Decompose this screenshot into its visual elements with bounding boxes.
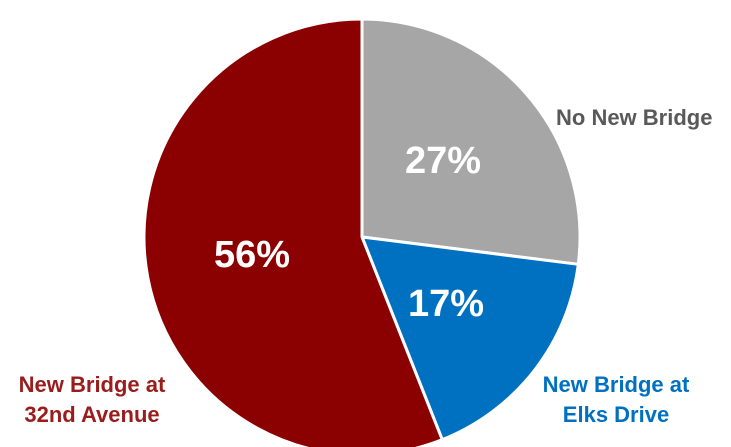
value-label-no-new-bridge: 27% <box>405 140 481 182</box>
pie-slice-new-bridge-at-elks-drive <box>360 235 580 442</box>
value-label-new-bridge-at-elks-drive: 17% <box>408 283 484 325</box>
category-label-line: New Bridge at <box>543 372 690 397</box>
category-label-line: 32nd Avenue <box>24 402 159 427</box>
pie-slice-no-new-bridge <box>360 17 582 266</box>
pie-slices <box>142 17 582 447</box>
category-label-line: No New Bridge <box>556 105 712 130</box>
pie-value-labels: 27% 17% 56% <box>214 140 484 325</box>
value-label-new-bridge-at-32nd-avenue: 56% <box>214 234 290 276</box>
category-label-line: Elks Drive <box>563 402 669 427</box>
category-label-new-bridge-at-32nd-avenue: New Bridge at 32nd Avenue <box>19 372 166 427</box>
category-label-line: New Bridge at <box>19 372 166 397</box>
category-label-new-bridge-at-elks-drive: New Bridge at Elks Drive <box>543 372 690 427</box>
category-label-no-new-bridge: No New Bridge <box>556 105 712 130</box>
pie-slice-new-bridge-at-32nd-avenue <box>142 17 444 447</box>
